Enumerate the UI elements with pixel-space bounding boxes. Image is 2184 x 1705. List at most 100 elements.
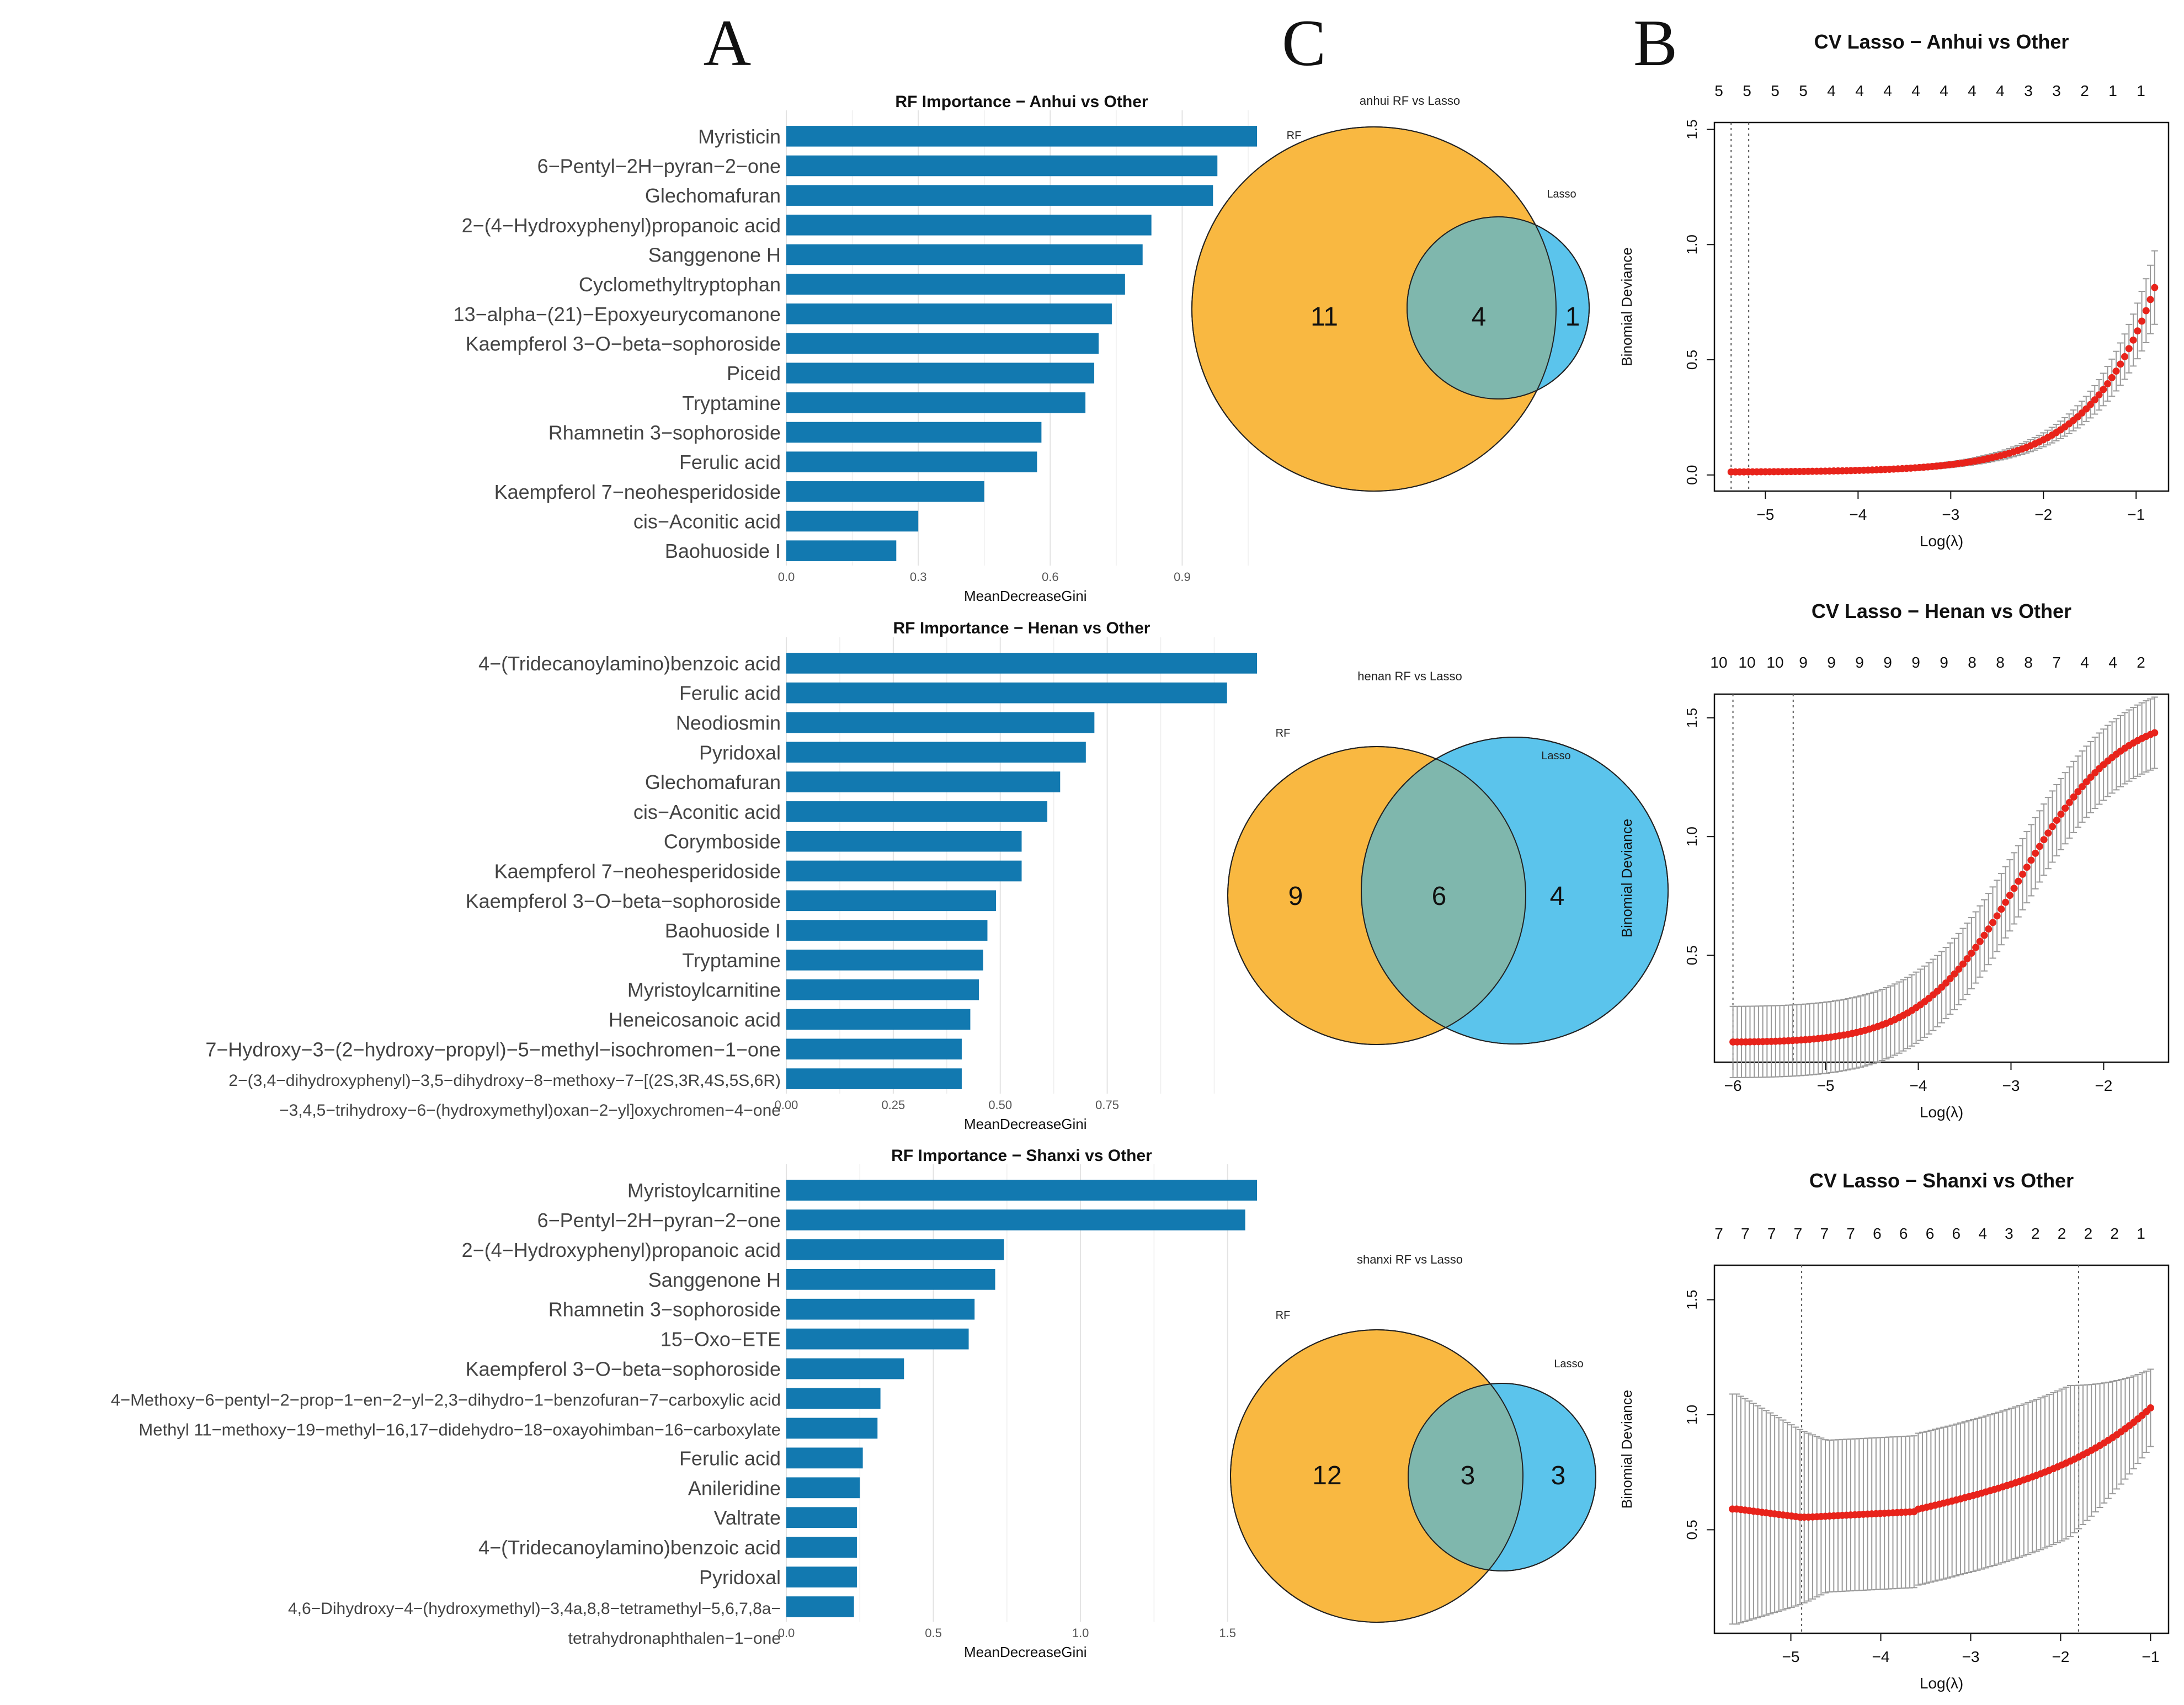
bar [786,771,1061,792]
category-label: Neodiosmin [676,712,781,734]
data-point [2019,870,2027,878]
venn-set-label-lasso: Lasso [1541,750,1570,762]
top-count-label: 1 [2137,82,2145,99]
data-point [2082,405,2090,413]
top-count-label: 2 [2031,1225,2040,1242]
data-point [2125,345,2133,353]
y-tick-label: 0.0 [1684,465,1700,485]
bar [786,1009,971,1030]
category-label: Kaempferol 3−O−beta−sophoroside [466,1358,781,1381]
category-label: 4,6−Dihydroxy−4−(hydroxymethyl)−3,4a,8,8… [288,1600,781,1618]
bar [786,1239,1004,1260]
category-label: Glechomafuran [645,184,781,207]
category-label: Rhamnetin 3−sophoroside [548,1298,781,1321]
data-point [1946,975,1954,983]
data-point [2006,892,2013,899]
panel-label-a: A [704,6,752,79]
x-tick-label: 0.6 [1042,570,1059,584]
x-tick-label: 0.50 [988,1098,1012,1112]
x-tick-label: 0.5 [925,1626,942,1640]
bar [786,303,1112,324]
top-count-label: 9 [1799,654,1808,671]
cv-lasso-shanxi-chart: CV Lasso − Shanxi vs Other −5 −4 −3 −2 −1 0.5 1… [1618,1169,2170,1692]
x-tick-label: 0.75 [1095,1098,1119,1112]
venn-rf-outline [1191,126,1557,492]
rf-importance-shanxi-chart: RF Importance − Shanxi vs Other Myristoyl… [111,1147,1257,1660]
x-tick-label: 0.0 [778,570,795,584]
venn-count-rf-only: 9 [1288,882,1303,911]
data-point [2151,729,2159,737]
top-count-label: 6 [1899,1225,1908,1242]
bar [786,979,979,1000]
data-point [1942,979,1950,987]
top-count-label: 4 [1968,82,1977,99]
top-count-label: 7 [1794,1225,1803,1242]
top-count-label: 7 [1741,1225,1750,1242]
bar [786,333,1099,354]
category-label: Sanggenone H [648,244,781,267]
category-label: 13−alpha−(21)−Epoxyeurycomanone [454,303,781,326]
bar [786,742,1086,763]
top-count-label: 5 [1799,82,1808,99]
data-point [2070,793,2078,801]
cv-lasso-anhui-chart: CV Lasso − Anhui vs Other −5 −4 −3 −2 −1 0.0 0.… [1618,30,2170,550]
top-count-label: 3 [2024,82,2033,99]
data-point [2146,296,2154,303]
bar [786,274,1125,295]
data-point [2138,317,2146,325]
data-point [2082,778,2090,786]
venn-title: shanxi RF vs Lasso [1357,1253,1463,1266]
bar [786,950,983,971]
category-label: Ferulic acid [679,1447,781,1469]
top-count-label: 10 [1710,654,1727,671]
data-point [2095,391,2103,399]
top-count-label: 6 [1926,1225,1935,1242]
x-tick-label: −5 [1782,1648,1800,1665]
x-tick-label: 0.0 [778,1626,795,1640]
chart-title: RF Importance − Shanxi vs Other [891,1147,1152,1165]
x-axis-label: Log(λ) [1920,532,1963,550]
x-tick-label: −2 [2034,506,2052,523]
chart-title: CV Lasso − Shanxi vs Other [1809,1169,2074,1192]
category-label: Anileridine [688,1477,781,1499]
data-point [2091,396,2098,404]
x-axis-label: MeanDecreaseGini [964,1644,1087,1660]
venn-set-label-rf: RF [1276,1309,1291,1322]
bar [786,1328,969,1350]
category-label: Kaempferol 7−neohesperidoside [494,481,781,503]
venn-set-label-lasso: Lasso [1547,188,1576,200]
top-count-label: 5 [1771,82,1780,99]
top-count-label: 8 [2024,654,2033,671]
y-tick-label: 1.5 [1684,1290,1700,1309]
venn-anhui-diagram: anhui RF vs Lasso RF Lasso 11 4 1 [1191,94,1590,492]
venn-rf-outline [1227,746,1526,1045]
category-label: Kaempferol 3−O−beta−sophoroside [466,889,781,912]
top-count-label: 7 [1846,1225,1855,1242]
category-label: Ferulic acid [679,682,781,705]
category-label: Myristicin [698,125,781,148]
venn-count-rf-only: 12 [1312,1461,1341,1490]
bar [786,1180,1257,1201]
data-point [2062,804,2069,812]
bar [786,1418,878,1439]
venn-overlap-region [1407,217,1556,399]
data-point [2023,864,2031,871]
data-point [1951,970,1958,978]
bar [786,185,1213,206]
venn-title: henan RF vs Lasso [1357,669,1462,683]
bar [786,1477,860,1499]
category-label: 4−Methoxy−6−pentyl−2−prop−1−en−2−yl−2,3−… [111,1390,781,1410]
x-tick-label: −5 [1756,506,1774,523]
x-tick-label: 0.3 [910,570,927,584]
category-label: Piceid [727,362,781,385]
data-point [2040,836,2048,844]
data-point [2065,798,2073,806]
category-label: Myristoylcarnitine [627,979,781,1001]
x-tick-label: 1.5 [1219,1626,1236,1640]
top-count-label: 7 [2052,654,2061,671]
bar [786,1210,1245,1230]
data-point [1972,944,1980,951]
y-tick-label: 0.5 [1684,945,1700,965]
category-label: 15−Oxo−ETE [660,1328,781,1351]
bar [786,363,1095,383]
